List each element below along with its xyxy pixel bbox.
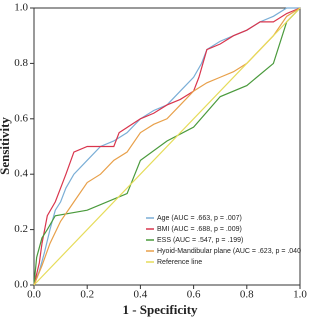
roc-line xyxy=(33,7,301,286)
legend-label: Hyoid-Mandibular plane (AUC = .623, p = … xyxy=(157,248,301,255)
y-tick-label: 0.8 xyxy=(14,57,28,69)
plot-frame xyxy=(33,7,301,286)
legend-label: Reference line xyxy=(157,259,202,266)
x-tick-label: 0.6 xyxy=(187,289,201,301)
y-axis-label: Sensitivity xyxy=(0,117,12,175)
roc-line xyxy=(33,7,301,286)
y-tick-label: 0.0 xyxy=(14,279,28,291)
y-tick-label: 0.6 xyxy=(14,112,28,124)
y-tick-label: 0.2 xyxy=(14,223,28,235)
legend-label: ESS (AUC = .547, p = .199) xyxy=(157,237,243,244)
legend-label: Age (AUC = .663, p = .007) xyxy=(157,215,242,222)
x-tick-label: 1.0 xyxy=(293,289,307,301)
x-tick-label: 0.8 xyxy=(240,289,254,301)
x-tick-label: 0.2 xyxy=(80,289,94,301)
y-tick-label: 1.0 xyxy=(14,2,28,14)
x-tick-label: 0.0 xyxy=(27,289,41,301)
legend-label: BMI (AUC = .688, p = .009) xyxy=(157,226,242,233)
roc-line xyxy=(33,7,301,286)
y-tick-label: 0.4 xyxy=(14,168,28,180)
x-axis-label: 1 - Specificity xyxy=(122,302,198,317)
x-tick-label: 0.4 xyxy=(134,289,148,301)
